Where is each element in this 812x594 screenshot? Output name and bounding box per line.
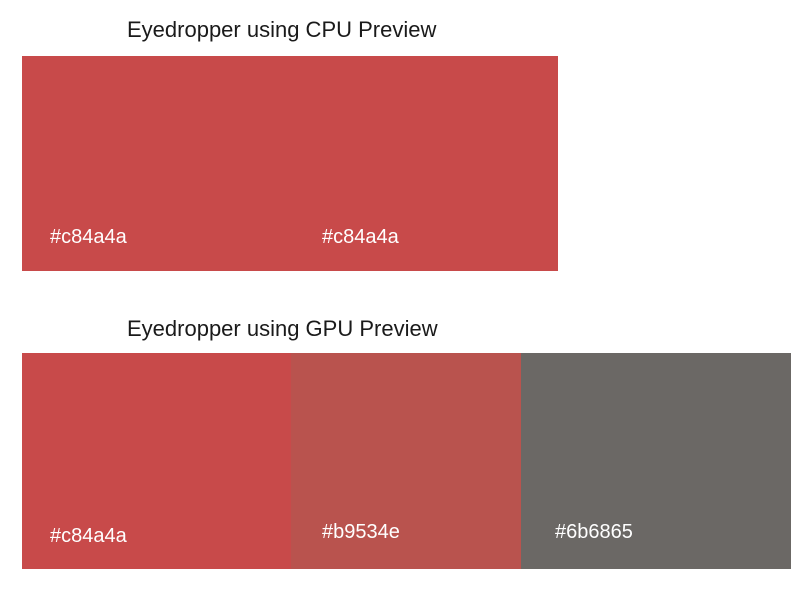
- cpu-color-swatch-1: #c84a4a: [22, 56, 291, 271]
- gpu-color-swatch-2: #b9534e: [291, 353, 521, 569]
- gpu-swatch-1-hex-label: #c84a4a: [50, 525, 127, 547]
- cpu-swatch-2-hex-label: #c84a4a: [322, 226, 399, 248]
- gpu-swatch-3-hex-label: #6b6865: [555, 521, 633, 543]
- gpu-preview-heading: Eyedropper using GPU Preview: [127, 316, 438, 341]
- gpu-swatch-2-hex-label: #b9534e: [322, 521, 400, 543]
- cpu-preview-heading: Eyedropper using CPU Preview: [127, 17, 437, 42]
- gpu-color-swatch-3: #6b6865: [521, 353, 791, 569]
- cpu-swatch-1-hex-label: #c84a4a: [50, 226, 127, 248]
- cpu-color-swatch-2: #c84a4a: [291, 56, 558, 271]
- gpu-color-swatch-1: #c84a4a: [22, 353, 291, 569]
